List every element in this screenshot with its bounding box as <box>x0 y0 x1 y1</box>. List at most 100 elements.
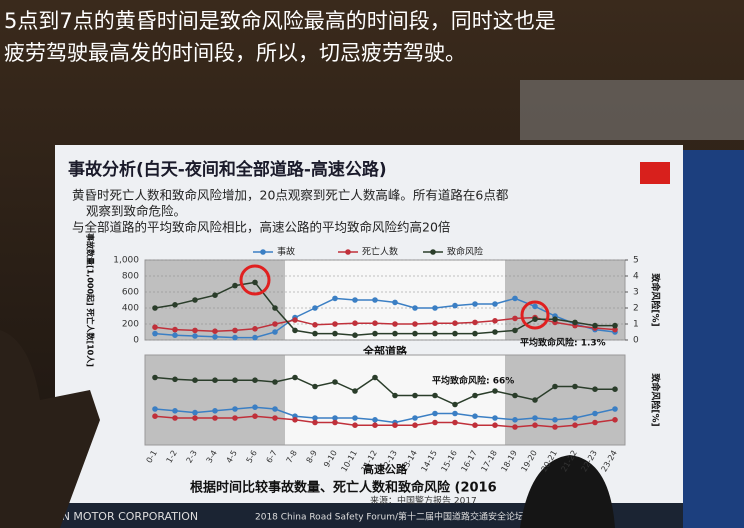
point <box>392 422 398 429</box>
bullet: 黄昏时死亡人数和致命风险增加，20点观察到死亡人数高峰。所有道路在6点都 <box>72 188 509 203</box>
point <box>612 326 618 333</box>
point <box>532 397 538 403</box>
point <box>312 322 318 328</box>
point <box>492 415 498 421</box>
bullet: 观察到致命危险。 <box>86 204 186 219</box>
point <box>232 415 238 421</box>
point <box>272 379 278 385</box>
point <box>352 332 358 339</box>
caption-line: 疲劳驾驶最高发的时间段，所以，切忌疲劳驾驶。 <box>4 41 466 65</box>
point <box>492 422 498 429</box>
point <box>172 415 178 421</box>
y-tick-label: 200 <box>122 320 139 330</box>
point <box>512 327 518 334</box>
point <box>372 320 378 327</box>
shade <box>145 355 285 445</box>
point <box>552 424 558 430</box>
point <box>572 383 578 390</box>
point <box>312 330 318 337</box>
point <box>492 318 498 324</box>
point <box>152 406 158 412</box>
point <box>372 374 378 381</box>
point <box>592 322 598 329</box>
point <box>252 334 258 341</box>
point <box>412 305 418 311</box>
legend-marker <box>430 249 436 255</box>
point <box>532 303 538 310</box>
source: 来源：中国警方报告 2017 <box>370 495 477 507</box>
slide-title: 事故分析(白天-夜间和全部道路-高速公路) <box>68 159 387 180</box>
point <box>372 297 378 303</box>
point <box>192 327 198 334</box>
point <box>412 392 418 399</box>
audience <box>520 455 615 528</box>
point <box>472 319 478 326</box>
y-tick-label: 800 <box>122 272 139 282</box>
point <box>352 415 358 421</box>
point <box>312 383 318 390</box>
point <box>392 330 398 337</box>
series-line <box>154 297 616 339</box>
footer-right: 2018 China Road Safety Forum/第十二届中国道路交通安… <box>255 511 524 523</box>
point <box>172 332 178 339</box>
point <box>152 305 158 311</box>
legend-marker <box>345 249 351 255</box>
y-tick-label: 1,000 <box>113 256 139 266</box>
point <box>432 330 438 337</box>
point <box>612 386 618 393</box>
point <box>212 292 218 299</box>
footer-left: SSAN MOTOR CORPORATION <box>40 510 198 523</box>
point <box>252 377 258 384</box>
point <box>292 327 298 334</box>
y-axis-label: 事故数量[1,000起] 死亡人数[10人] <box>86 233 96 367</box>
highlight <box>520 300 550 330</box>
point <box>332 419 338 426</box>
point <box>172 376 178 383</box>
point <box>592 410 598 417</box>
y2-tick-label: 4 <box>633 272 639 282</box>
point <box>312 419 318 426</box>
point <box>592 419 598 426</box>
point <box>572 422 578 429</box>
point <box>492 388 498 394</box>
point <box>212 334 218 340</box>
point <box>152 374 158 381</box>
point <box>332 415 338 421</box>
point <box>472 413 478 420</box>
point <box>432 320 438 327</box>
point <box>572 415 578 421</box>
point <box>552 316 558 323</box>
point <box>532 415 538 421</box>
point <box>392 321 398 327</box>
point <box>432 392 438 399</box>
point <box>532 316 538 323</box>
point <box>332 330 338 337</box>
point <box>192 415 198 421</box>
point <box>472 301 478 307</box>
point <box>172 326 178 333</box>
point <box>312 305 318 311</box>
point <box>272 406 278 412</box>
point <box>492 329 498 335</box>
point <box>352 320 358 327</box>
point <box>312 415 318 421</box>
point <box>552 417 558 423</box>
point <box>612 322 618 329</box>
y2-tick-label: 3 <box>633 288 639 298</box>
point <box>612 406 618 412</box>
point <box>192 409 198 416</box>
highlight <box>239 264 271 296</box>
point <box>472 392 478 399</box>
point <box>232 334 238 341</box>
screen-edge <box>680 150 744 528</box>
point <box>212 408 218 414</box>
point <box>292 417 298 423</box>
y2-tick-label: 2 <box>633 304 639 314</box>
point <box>612 417 618 423</box>
point <box>172 302 178 308</box>
point <box>452 410 458 417</box>
point <box>452 401 458 408</box>
point <box>232 327 238 334</box>
point <box>192 297 198 303</box>
